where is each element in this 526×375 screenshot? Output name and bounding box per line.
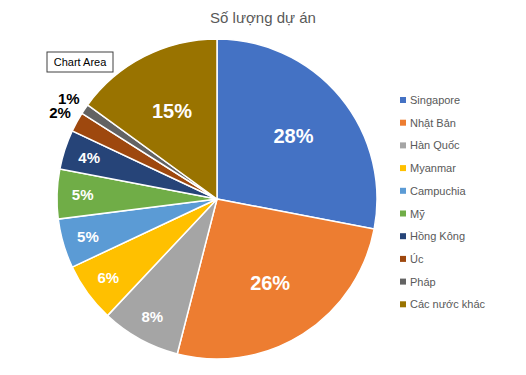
data-labels: 28%26%8%6%5%5%4%2%1%15% xyxy=(49,90,314,326)
legend-label: Hồng Kông xyxy=(410,230,465,242)
chart-title: Số lượng dự án xyxy=(210,9,316,26)
legend-label: Pháp xyxy=(410,276,436,288)
data-label: 5% xyxy=(77,228,99,245)
legend: Singapore Nhật Bản Hàn Quốc Myanmar Campuchi… xyxy=(400,94,486,310)
legend-swatch xyxy=(400,165,406,171)
legend-swatch xyxy=(400,120,406,126)
legend-swatch xyxy=(400,97,406,103)
legend-label: Hàn Quốc xyxy=(410,139,460,151)
legend-swatch xyxy=(400,233,406,239)
legend-swatch xyxy=(400,279,406,285)
legend-swatch xyxy=(400,211,406,217)
legend-label: Myanmar xyxy=(410,162,456,174)
annotation: Chart Area xyxy=(47,52,113,72)
legend-label: Úc xyxy=(410,253,424,265)
legend-swatch xyxy=(400,188,406,194)
data-label: 5% xyxy=(72,186,94,203)
chart: Số lượng dự án Chart Area 28% 26% 8% 6% 5% 5% 4%… xyxy=(0,0,526,375)
data-label: 26% xyxy=(250,272,290,294)
legend-label: Nhật Bản xyxy=(410,117,456,129)
data-label: 4% xyxy=(78,149,100,166)
data-label: 8% xyxy=(141,308,163,325)
data-label: 28% xyxy=(273,125,313,147)
data-label: 6% xyxy=(97,269,119,286)
annotation-box xyxy=(47,52,113,72)
pie-slice xyxy=(217,39,377,229)
legend-label: Singapore xyxy=(410,94,460,106)
data-label: 15% xyxy=(152,100,192,122)
slices xyxy=(57,39,377,359)
legend-swatch xyxy=(400,301,406,307)
legend-label: Các nước khác xyxy=(410,298,486,310)
legend-label: Campuchia xyxy=(410,185,467,197)
annotation-text: Chart Area xyxy=(54,56,107,68)
legend-label: Mỹ xyxy=(410,208,425,220)
legend-swatch xyxy=(400,142,406,148)
background xyxy=(0,0,526,375)
pie-slice xyxy=(88,39,217,199)
legend-swatch xyxy=(400,256,406,262)
data-label: 1% xyxy=(58,90,80,107)
